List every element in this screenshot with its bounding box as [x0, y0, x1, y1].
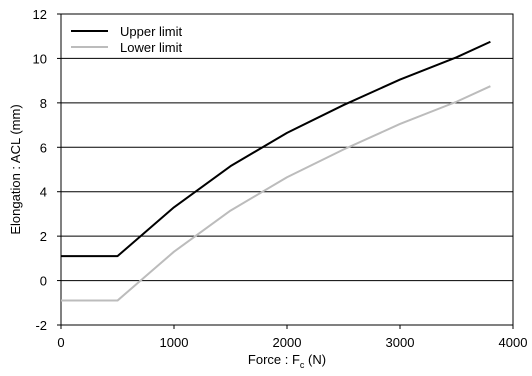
- y-tick-label: 2: [40, 229, 47, 244]
- y-tick-label: 12: [33, 7, 47, 22]
- legend-label: Lower limit: [120, 40, 183, 55]
- x-axis-title-main: Force : F: [248, 352, 300, 367]
- gridlines: [61, 57, 513, 282]
- y-tick-label: 0: [40, 274, 47, 289]
- y-tick-label: -2: [35, 318, 47, 333]
- y-tick-label: 8: [40, 96, 47, 111]
- x-tick-label: 1000: [160, 335, 189, 350]
- series-line-lower-limit: [61, 85, 491, 302]
- y-tick-labels: -2 0 2 4 6 8 10 12: [33, 7, 47, 333]
- y-tick-label: 4: [40, 185, 47, 200]
- x-tick-labels: 0 1000 2000 3000 4000: [57, 335, 527, 350]
- y-tick-label: 10: [33, 51, 47, 66]
- x-tick-label: 0: [57, 335, 64, 350]
- x-axis-title: Force : Fc (N): [248, 352, 326, 370]
- x-tick-label: 4000: [499, 335, 528, 350]
- x-axis-title-unit: (N): [304, 352, 326, 367]
- y-axis-title: Elongation : ACL (mm): [8, 104, 23, 234]
- x-tick-label: 2000: [273, 335, 302, 350]
- legend-label: Upper limit: [120, 24, 183, 39]
- y-tick-label: 6: [40, 140, 47, 155]
- series-lines: [61, 40, 491, 302]
- tick-marks: [57, 13, 514, 329]
- series-line-upper-limit: [61, 40, 491, 258]
- plot-area-frame: [60, 13, 514, 326]
- x-tick-label: 3000: [386, 335, 415, 350]
- x-axis-title-subscript: c: [300, 360, 305, 370]
